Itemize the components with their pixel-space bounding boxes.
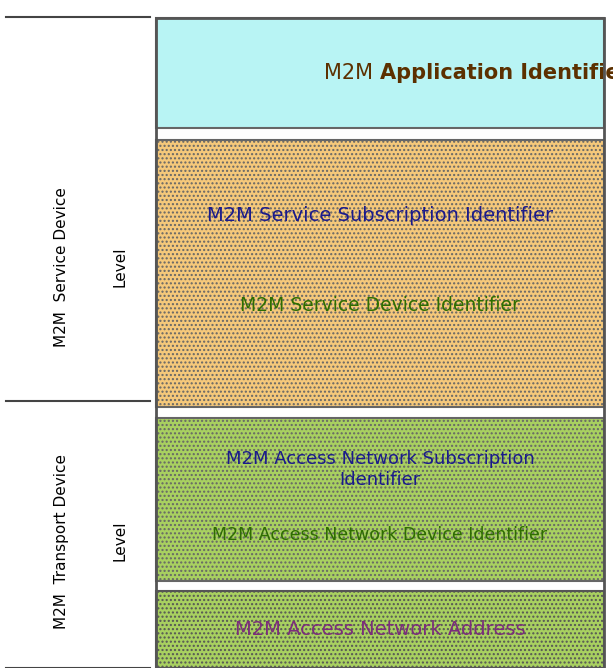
Text: M2M  Service Device: M2M Service Device	[54, 187, 69, 347]
Bar	[156, 18, 604, 128]
Text: M2M Access Network Device Identifier: M2M Access Network Device Identifier	[213, 526, 547, 544]
Text: M2M Service Device Identifier: M2M Service Device Identifier	[240, 297, 520, 315]
Bar	[156, 140, 604, 407]
Text: Application Identifier: Application Identifier	[380, 63, 613, 83]
Text: M2M Access Network Subscription
Identifier: M2M Access Network Subscription Identifi…	[226, 450, 535, 489]
Text: M2M Access Network Address: M2M Access Network Address	[235, 620, 525, 639]
Text: Level: Level	[112, 247, 127, 287]
Text: M2M: M2M	[324, 63, 380, 83]
Text: Level: Level	[112, 521, 127, 561]
Text: M2M Service Subscription Identifier: M2M Service Subscription Identifier	[207, 206, 553, 224]
Bar	[156, 418, 604, 581]
Bar	[156, 591, 604, 668]
Bar	[156, 18, 604, 668]
Text: M2M  Transport Device: M2M Transport Device	[54, 454, 69, 629]
